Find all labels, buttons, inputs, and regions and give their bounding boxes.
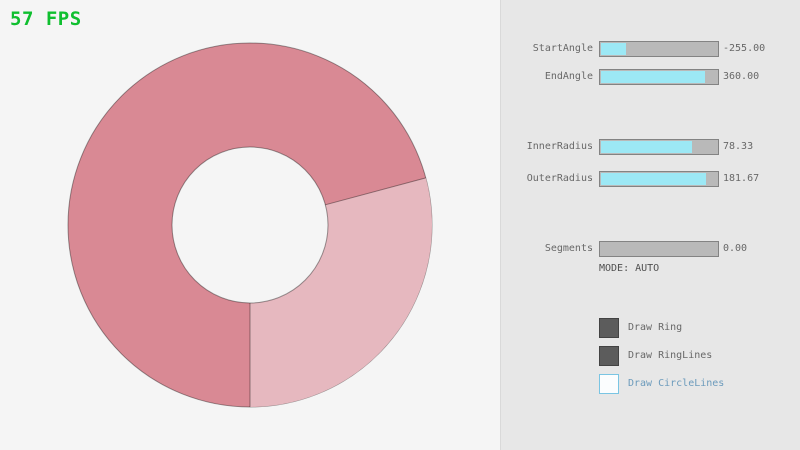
- draw-ring-row: Draw Ring: [599, 318, 799, 338]
- draw-circlelines-row: Draw CircleLines: [599, 374, 799, 394]
- draw-ringlines-row: Draw RingLines: [599, 346, 799, 366]
- startangle-row: StartAngle -255.00: [501, 41, 800, 57]
- outerradius-label: OuterRadius: [526, 173, 593, 184]
- outerradius-row: OuterRadius 181.67: [501, 171, 800, 187]
- outerradius-value: 181.67: [723, 173, 760, 184]
- segments-value: 0.00: [723, 243, 748, 254]
- innerradius-row: InnerRadius 78.33: [501, 139, 800, 155]
- draw-ringlines-checkbox[interactable]: [599, 346, 619, 366]
- draw-circlelines-label: Draw CircleLines: [628, 378, 725, 389]
- ring-boundary-line: [325, 177, 426, 206]
- outerradius-slider-fill: [601, 173, 707, 185]
- outerradius-slider[interactable]: [599, 171, 719, 187]
- segments-label: Segments: [544, 243, 593, 254]
- startangle-label: StartAngle: [532, 43, 593, 54]
- innerradius-label: InnerRadius: [526, 141, 593, 152]
- draw-ring-label: Draw Ring: [628, 322, 683, 333]
- innerradius-slider-fill: [601, 141, 692, 153]
- ring-canvas: [67, 42, 433, 408]
- endangle-label: EndAngle: [544, 71, 593, 82]
- innerradius-value: 78.33: [723, 141, 754, 152]
- controls-panel: StartAngle -255.00 EndAngle 360.00 Inner…: [500, 0, 800, 450]
- fps-counter: 57 FPS: [10, 8, 82, 30]
- ring-inner-hole: [171, 146, 329, 304]
- draw-ringlines-label: Draw RingLines: [628, 350, 713, 361]
- draw-circlelines-checkbox[interactable]: [599, 374, 619, 394]
- startangle-value: -255.00: [723, 43, 766, 54]
- draw-ring-checkbox[interactable]: [599, 318, 619, 338]
- segments-mode-text: MODE: AUTO: [599, 263, 660, 274]
- segments-row: Segments 0.00: [501, 241, 800, 257]
- innerradius-slider[interactable]: [599, 139, 719, 155]
- segments-slider[interactable]: [599, 241, 719, 257]
- endangle-row: EndAngle 360.00: [501, 69, 800, 85]
- startangle-slider-fill: [601, 43, 627, 55]
- endangle-slider[interactable]: [599, 69, 719, 85]
- endangle-slider-fill: [601, 71, 706, 83]
- startangle-slider[interactable]: [599, 41, 719, 57]
- endangle-value: 360.00: [723, 71, 760, 82]
